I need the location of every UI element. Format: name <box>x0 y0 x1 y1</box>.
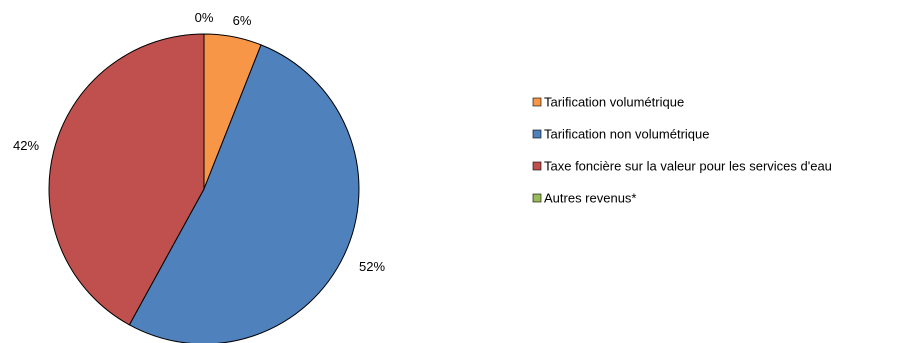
legend: Tarification volumétrique Tarification no… <box>532 95 832 206</box>
pie-slice-taxe-fonciere-sur-la-valeur-pour-les-services-d-eau <box>48 33 205 326</box>
pie-slices <box>48 33 360 343</box>
legend-label: Tarification non volumétrique <box>544 127 709 142</box>
pie-slice-tarification-non-volumetrique <box>128 44 360 343</box>
legend-swatch <box>532 161 542 171</box>
legend-item-taxe-fonciere-sur-la-valeur-pour-les-services-d-eau: Taxe foncière sur la valeur pour les ser… <box>532 159 832 174</box>
legend-label: Tarification volumétrique <box>544 95 684 110</box>
value-label-taxe-fonciere-sur-la-valeur-pour-les-services-d-eau: 42% <box>13 138 39 153</box>
legend-item-tarification-non-volumetrique: Tarification non volumétrique <box>532 127 709 142</box>
legend-label: Taxe foncière sur la valeur pour les ser… <box>544 159 832 174</box>
value-label-tarification-volumetrique: 6% <box>233 13 252 28</box>
value-label-tarification-non-volumetrique: 52% <box>359 259 385 274</box>
legend-swatch <box>532 97 542 107</box>
legend-item-autres-revenus: Autres revenus* <box>532 191 637 206</box>
legend-item-tarification-volumetrique: Tarification volumétrique <box>532 95 684 110</box>
legend-swatch <box>532 129 542 139</box>
value-label-autres-revenus: 0% <box>195 10 214 25</box>
legend-swatch <box>532 193 542 203</box>
legend-label: Autres revenus* <box>544 191 637 206</box>
pie-value-labels: 6% 52% 42% 0% <box>13 10 385 274</box>
